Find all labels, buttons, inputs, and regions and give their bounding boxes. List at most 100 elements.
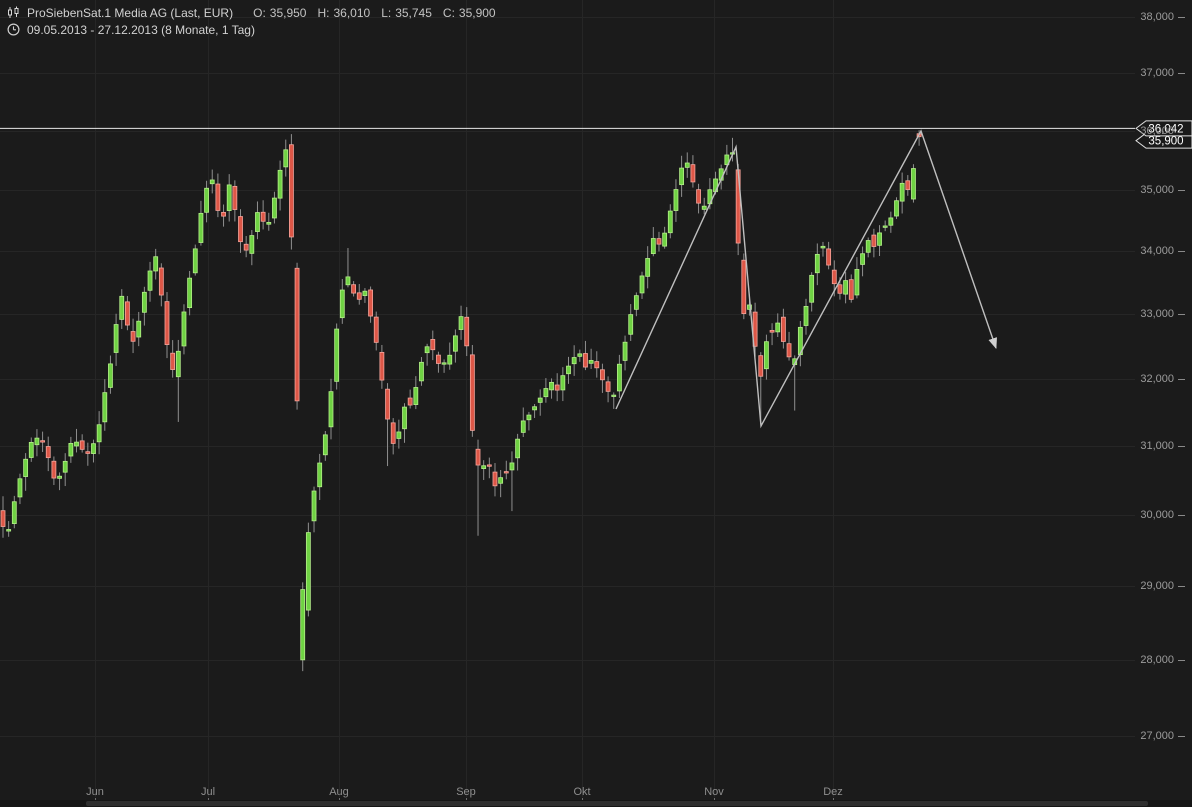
candle-up [181, 311, 187, 347]
candle-up [362, 290, 368, 296]
candle-down [0, 510, 6, 527]
candle-up [775, 322, 781, 333]
candle-up [560, 375, 566, 391]
candle-up [645, 258, 651, 277]
candle-up [255, 212, 260, 232]
candle-down [407, 397, 413, 406]
candle-up [814, 253, 820, 274]
candle-up [266, 222, 272, 225]
candle-down [690, 164, 696, 183]
x-axis-month-label: Dez [823, 786, 843, 798]
candle-up [571, 357, 577, 365]
candle-down [260, 211, 266, 222]
candle-down [871, 234, 877, 247]
candle-up [419, 361, 424, 382]
candle-down [758, 355, 764, 377]
trend-annotation-line[interactable] [615, 129, 997, 429]
candle-up [311, 490, 317, 522]
candle-up [141, 291, 147, 313]
candle-up [860, 253, 865, 265]
candle-up [277, 169, 283, 199]
candle-down [837, 284, 843, 294]
y-axis-label: 35,000 [1140, 184, 1174, 197]
candle-up [458, 316, 464, 330]
candle-up [305, 532, 311, 611]
y-axis-label: 32,000 [1140, 372, 1174, 385]
candle-up [588, 360, 594, 364]
candle-down [390, 422, 396, 444]
candle-down [475, 448, 481, 466]
candle-down [503, 471, 509, 474]
candle-down [164, 301, 170, 345]
candle-up [119, 295, 125, 320]
x-axis-month-label: Jul [200, 786, 216, 798]
x-axis-month-label: Sep [456, 786, 476, 798]
candle-up [6, 529, 12, 532]
candle-down [40, 440, 45, 443]
instrument-title: ProSiebenSat.1 Media AG (Last, EUR) [27, 5, 234, 20]
candle-down [170, 352, 176, 370]
candle-down [130, 331, 136, 342]
candle-down [368, 289, 373, 317]
candle-up [662, 232, 668, 247]
candle-up [23, 458, 29, 477]
candle-up [11, 501, 17, 524]
ohlc-key: H: [317, 5, 330, 20]
candle-up [877, 232, 882, 246]
resistance-price-badge: 36,042 [1135, 120, 1192, 137]
candle-up [543, 388, 549, 398]
candle-up [322, 434, 328, 456]
candle-up [345, 276, 351, 286]
y-axis-label: 34,000 [1140, 245, 1174, 258]
candle-up [684, 162, 690, 168]
candle-up [577, 353, 583, 357]
candle-up [62, 460, 68, 473]
candle-down [786, 343, 792, 358]
horizontal-scrollbar-track[interactable] [0, 800, 1192, 807]
candle-up [803, 306, 809, 326]
candle-up [911, 168, 916, 200]
candle-up [334, 328, 340, 382]
candle-down [605, 381, 611, 392]
candle-down [826, 248, 832, 266]
ohlc-pair: C: 35,900 [443, 6, 496, 20]
candle-down [45, 446, 51, 459]
candle-up [498, 477, 504, 484]
candle-up [633, 295, 639, 310]
candle-down [79, 440, 85, 450]
candle-up [520, 420, 526, 433]
x-axis-month-label: Okt [573, 786, 591, 798]
candle-down [85, 451, 91, 454]
ohlc-pair: O: 35,950 [253, 6, 306, 20]
candle-up [673, 189, 679, 211]
candle-down [492, 471, 498, 487]
horizontal-scrollbar-thumb[interactable] [86, 801, 1148, 806]
candle-up [650, 238, 656, 255]
candle-up [187, 277, 193, 309]
candle-up [198, 212, 204, 243]
candle-up [764, 341, 769, 370]
candle-up [515, 438, 521, 459]
candle-down [464, 316, 470, 347]
chart-header: ProSiebenSat.1 Media AG (Last, EUR) O: 35… [7, 5, 496, 37]
candle-down [848, 279, 854, 300]
candle-up [283, 149, 289, 168]
candle-up [34, 437, 40, 446]
ohlc-pair: L: 35,745 [381, 6, 432, 20]
candle-up [413, 387, 419, 405]
candle-up [616, 363, 622, 392]
ohlc-values: O: 35,950 H: 36,010 L: 35,745 C: 35,900 [242, 6, 496, 20]
candle-down [215, 183, 221, 211]
candle-down [373, 316, 379, 343]
candle-down [594, 361, 600, 369]
y-axis-label: 31,000 [1140, 439, 1174, 452]
candle-up [679, 167, 684, 186]
candle-down [125, 301, 130, 326]
candle-up [854, 269, 860, 296]
ohlc-value: 35,950 [269, 5, 307, 20]
candle-up [701, 205, 707, 210]
y-axis-label: 30,000 [1140, 508, 1174, 521]
candle-up [424, 346, 430, 354]
candle-up [249, 235, 255, 254]
